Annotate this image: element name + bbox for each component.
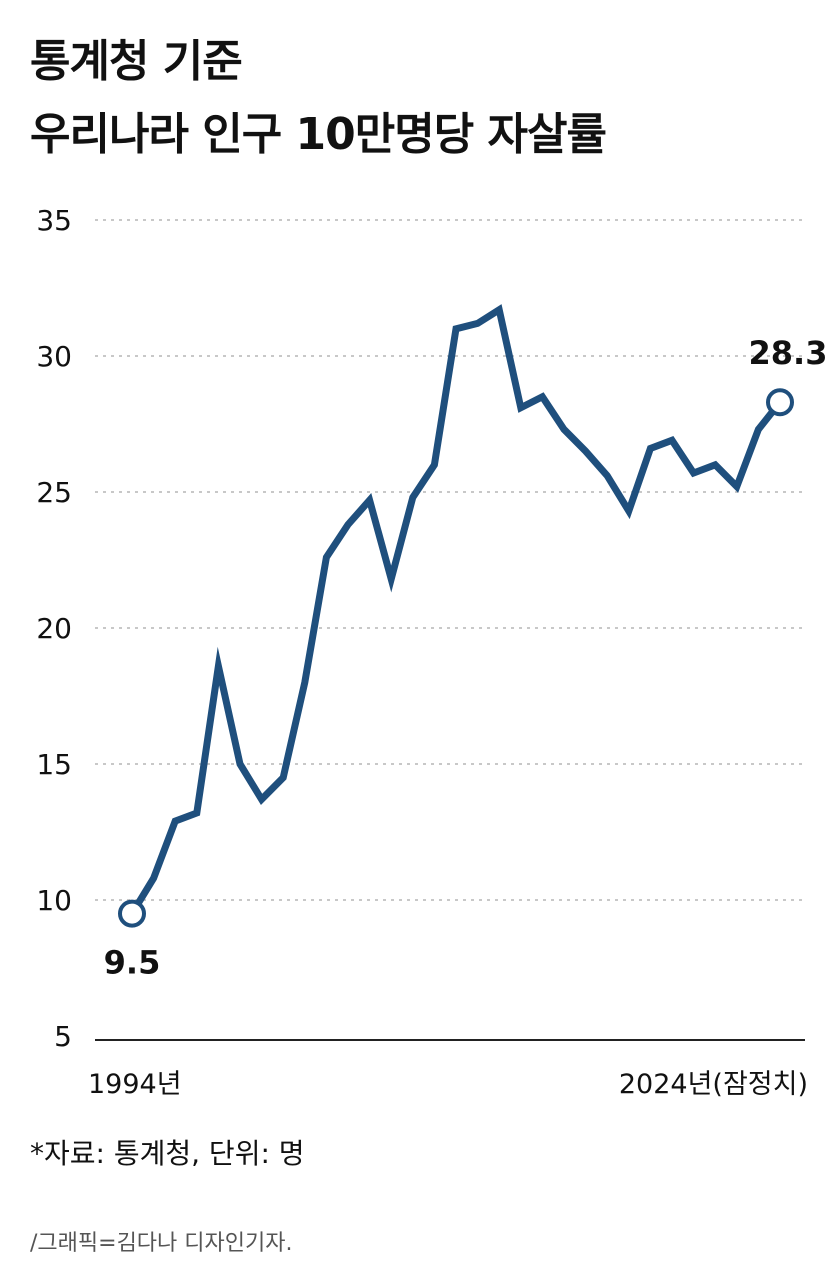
data-point-2005 [368, 498, 372, 502]
data-point-2012 [519, 406, 523, 410]
data-point-2008 [432, 463, 436, 467]
data-point-2019 [670, 438, 674, 442]
data-point-1995 [152, 876, 156, 880]
y-tick-label-35: 35 [36, 204, 72, 237]
endpoint-markers [118, 388, 794, 928]
data-point-2018 [648, 446, 652, 450]
y-tick-label-25: 25 [36, 476, 72, 509]
data-point-1998 [216, 664, 220, 668]
x-tick-label-first: 1994년 [88, 1069, 182, 1100]
data-point-2017 [627, 509, 631, 513]
data-point-2016 [605, 474, 609, 478]
y-tick-label-20: 20 [36, 612, 72, 645]
data-point-2020 [692, 471, 696, 475]
data-point-2006 [389, 577, 393, 581]
chart-title-line-2: 우리나라 인구 10만명당 자살률 [30, 109, 607, 160]
data-point-1999 [238, 762, 242, 766]
data-point-2001 [281, 776, 285, 780]
data-point-2021 [713, 463, 717, 467]
data-point-1997 [195, 811, 199, 815]
data-point-2011 [497, 308, 501, 312]
endpoint-marker-1994 [118, 899, 146, 928]
data-point-1996 [173, 819, 177, 823]
chart-title-line-1: 통계청 기준 [30, 36, 243, 87]
y-tick-label-30: 30 [36, 340, 72, 373]
data-point-2014 [562, 427, 566, 431]
endpoint-marker-2024 [766, 388, 794, 417]
data-point-2002 [303, 680, 307, 684]
series-line-0 [129, 304, 783, 916]
source-note: *자료: 통계청, 단위: 명 [30, 1137, 305, 1170]
y-axis-ticks: 5 10 15 20 25 30 35 [36, 204, 72, 1053]
x-tick-label-last: 2024년(잠정치) [619, 1069, 808, 1100]
data-point-2009 [454, 327, 458, 331]
data-point-2010 [476, 321, 480, 325]
data-point-2023 [756, 427, 760, 431]
y-tick-label-5: 5 [54, 1020, 72, 1053]
data-labels: 9.5 28.3 [104, 334, 828, 981]
data-point-2013 [540, 395, 544, 399]
data-point-2007 [411, 495, 415, 499]
data-point-2003 [324, 555, 328, 559]
data-label-1994: 9.5 [104, 944, 161, 982]
y-tick-label-15: 15 [36, 748, 72, 781]
data-label-2024: 28.3 [749, 334, 828, 372]
series-layer [129, 304, 783, 916]
y-tick-label-10: 10 [36, 884, 72, 917]
data-point-2000 [260, 797, 264, 801]
data-point-2004 [346, 523, 350, 527]
data-point-2022 [735, 485, 739, 489]
graphic-credit: /그래픽=김다나 디자인기자. [30, 1231, 293, 1256]
data-point-2015 [584, 449, 588, 453]
